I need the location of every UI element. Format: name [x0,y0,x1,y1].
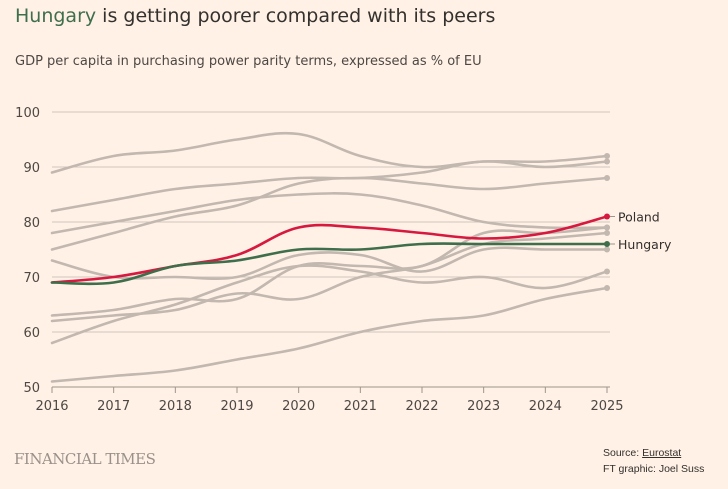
series-line-poland [50,215,609,284]
series-labels: Poland Hungary [610,210,672,252]
end-dot-peer-8 [604,268,610,275]
y-tick-label: 60 [23,326,40,341]
series-line-hungary [50,242,609,286]
series-line-peer-3 [50,176,609,251]
end-dot-peer-5 [604,224,610,231]
end-dot-poland [604,213,610,220]
series-label-poland: Poland [618,210,660,225]
title-rest: is getting poorer compared with its peer… [96,5,496,27]
x-tick-label: 2024 [529,399,562,414]
end-dot-hungary [604,241,610,247]
chart-subtitle: GDP per capita in purchasing power parit… [15,54,482,69]
series-line-peer-9 [50,286,609,383]
series-line-peer-8 [50,264,609,345]
y-tick-label: 80 [23,216,40,231]
y-tick-label: 90 [23,161,40,176]
ft-logo: FINANCIAL TIMES [14,450,156,468]
x-tick-label: 2017 [97,399,130,414]
end-dot-peer-6 [604,230,610,236]
series-line-peer-6 [50,231,609,323]
x-tick-label: 2018 [159,399,192,414]
x-tick-label: 2019 [220,399,253,414]
y-axis-ticks: 50 60 70 80 90 100 [15,106,40,396]
series-label-hungary: Hungary [618,237,672,252]
end-dot-peer-9 [604,285,610,291]
end-dot-peer-3 [604,175,610,181]
source-note: Source: Eurostat FT graphic: Joel Suss [603,445,704,477]
x-tick-label: 2020 [282,399,315,414]
y-tick-label: 50 [23,381,40,396]
y-tick-label: 70 [23,271,40,286]
x-tick-label: 2022 [405,399,438,414]
chart-title: Hungary is getting poorer compared with … [15,5,495,27]
x-tick-label: 2016 [35,399,68,414]
end-dot-peer-1 [604,153,610,159]
series-line-peer-4 [50,192,609,235]
x-tick-label: 2025 [590,399,623,414]
graphic-credit: FT graphic: Joel Suss [603,463,705,475]
series-line-peer-5 [50,226,609,317]
x-axis: 2016 2017 2018 2019 2020 2021 2022 2023 2024 2025 [35,386,624,414]
title-highlight: Hungary [15,5,97,27]
x-tick-label: 2023 [467,399,500,414]
x-tick-label: 2021 [344,399,377,414]
series-line-peer-1 [50,131,609,174]
y-tick-label: 100 [15,106,40,121]
source-label: Source: [603,447,643,459]
series-line-peer-7 [50,246,609,281]
end-dot-peer-7 [604,246,610,253]
series-lines [50,131,610,383]
source-link[interactable]: Eurostat [642,447,682,459]
end-dot-peer-2 [604,158,610,165]
